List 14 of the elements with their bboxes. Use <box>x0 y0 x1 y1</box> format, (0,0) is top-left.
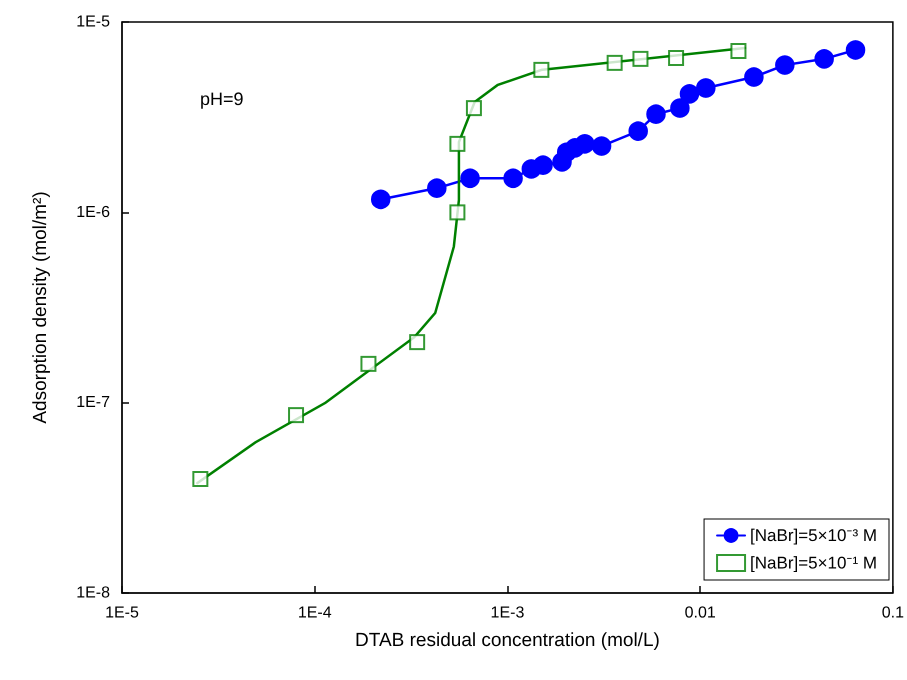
y-tick-label: 1E-8 <box>76 584 110 602</box>
x-axis-title: DTAB residual concentration (mol/L) <box>355 630 660 651</box>
y-tick-label: 1E-5 <box>76 14 110 30</box>
x-tick-label: 1E-3 <box>490 604 524 622</box>
x-tick-label: 0.01 <box>684 604 716 622</box>
x-tick-label: 1E-5 <box>105 604 139 622</box>
y-tick-label: 1E-6 <box>76 204 110 221</box>
legend-label: [NaBr]=5×10⁻³ M <box>750 526 878 545</box>
annotation: pH=9 <box>200 89 244 109</box>
y-tick-label: 1E-7 <box>76 394 110 412</box>
y-axis-title: Adsorption density (mol/m²) <box>30 191 51 424</box>
x-tick-label: 1E-4 <box>298 604 332 622</box>
legend-label: [NaBr]=5×10⁻¹ M <box>750 554 878 572</box>
x-tick-label: 0.1 <box>882 604 904 622</box>
